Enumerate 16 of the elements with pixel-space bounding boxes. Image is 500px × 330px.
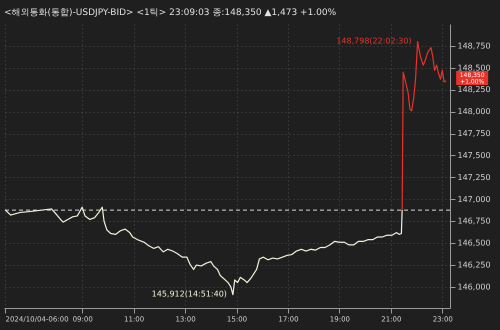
y-tick-label: 146,250: [458, 260, 491, 270]
y-tick-label: 146,750: [458, 216, 491, 226]
y-tick-label: 147,000: [458, 194, 491, 204]
y-tick-label: 147,750: [458, 129, 491, 138]
chart-title: <해외통화(통합)-USDJPY-BID> <1틱> 23:09:03 종:148,350 ▲1,473 +1.00%: [4, 8, 337, 18]
y-tick-label: 146,000: [458, 282, 491, 292]
y-tick-label: 148,500: [458, 63, 491, 72]
y-tick-label: 148,250: [458, 85, 491, 94]
y-tick-label: 147,500: [458, 150, 491, 160]
annotation: 145,912(14:51:40): [152, 290, 227, 299]
annotation: 148,798(22:02:30): [336, 36, 412, 46]
y-tick-label: 146,500: [458, 238, 491, 248]
y-tick-label: 148,750: [458, 41, 491, 50]
line-series: [4, 206, 403, 296]
y-tick-label: 148,000: [458, 107, 491, 116]
y-tick-label: 147,250: [458, 172, 491, 182]
